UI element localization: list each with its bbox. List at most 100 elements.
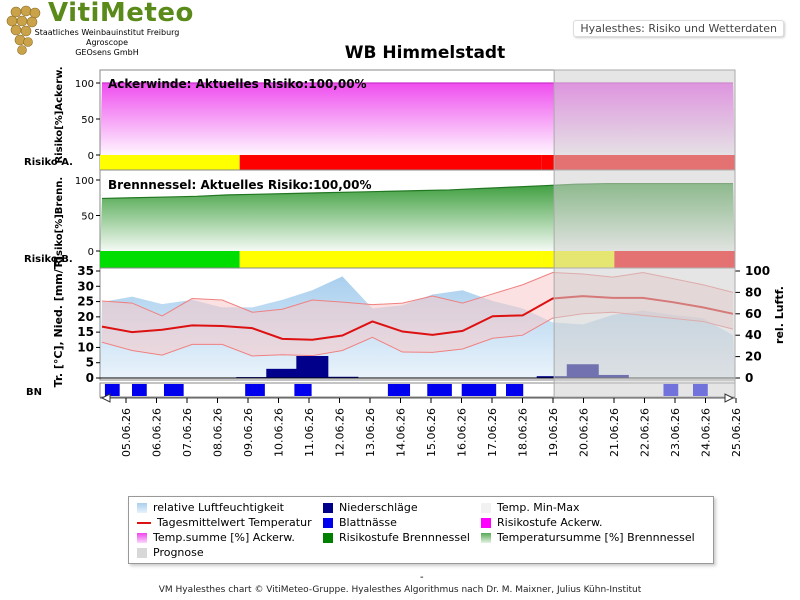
legend-swatch <box>323 502 333 513</box>
brennnessel-risk-segment <box>100 251 240 268</box>
ackerwinde-ytick-label: 50 <box>81 115 94 126</box>
legend-swatch <box>323 517 333 528</box>
legend-item: Prognose <box>137 546 204 559</box>
date-tick-label: 18.06.26 <box>517 408 530 457</box>
weather-left-ytick-label: 0 <box>86 371 94 385</box>
date-tick-label: 19.06.26 <box>547 408 560 457</box>
weather-right-ytick-label: 0 <box>745 371 753 385</box>
precip-bar <box>536 376 569 378</box>
legend-item: Temp. Min-Max <box>481 501 580 514</box>
forecast-overlay <box>553 69 736 399</box>
brennnessel-risk-label: Brennnessel: Aktuelles Risiko:100,00% <box>108 178 372 192</box>
date-tick-label: 14.06.26 <box>395 408 408 457</box>
weather-left-ytick-label: 15 <box>77 325 94 339</box>
legend-label: Tagesmittelwert Temperatur <box>157 516 312 529</box>
legend-swatch <box>323 532 333 543</box>
logo-title: VitiMeteo <box>48 0 194 28</box>
legend-label: Blattnässe <box>339 516 397 529</box>
legend-swatch <box>137 502 147 513</box>
legend-label: Niederschläge <box>339 501 418 514</box>
footer-dash: - <box>420 572 424 583</box>
brennnessel-ylabel: Risiko[%]Brenn. <box>54 177 65 267</box>
legend: relative Luftfeuchtigkeit Tagesmittelwert… <box>128 496 714 564</box>
leaf-wetness-label: BN <box>26 387 42 398</box>
brennnessel-ytick-label: 50 <box>81 212 94 223</box>
ackerwinde-ytick-label: 100 <box>75 79 94 90</box>
date-tick-label: 11.06.26 <box>303 408 316 457</box>
precip-bar <box>296 355 329 378</box>
date-tick-label: 17.06.26 <box>486 408 499 457</box>
legend-label: Temperatursumme [%] Brennnessel <box>497 531 695 544</box>
date-tick-label: 22.06.26 <box>639 408 652 457</box>
ackerwinde-risk-segment <box>239 155 542 170</box>
weather-left-ytick-label: 10 <box>77 340 94 354</box>
brennnessel-ytick-label: 100 <box>75 176 94 187</box>
date-tick-label: 20.06.26 <box>578 408 591 457</box>
legend-label: Prognose <box>153 546 204 559</box>
leaf-wetness-mark <box>163 384 184 396</box>
brennnessel-ytick-label: 0 <box>88 247 94 258</box>
legend-item: Niederschläge <box>323 501 418 514</box>
date-tick-label: 24.06.26 <box>700 408 713 457</box>
scroll-right-icon <box>724 393 735 403</box>
leaf-wetness-mark <box>461 384 497 396</box>
weather-left-ylabel: Tr. [°C], Nied. [mm/T] <box>52 257 65 388</box>
brennnessel-risk-row-label: Risiko B. <box>24 254 73 265</box>
weather-left-ytick-label: 5 <box>86 356 94 370</box>
date-tick-label: 10.06.26 <box>273 408 286 457</box>
weather-left-ytick-label: 20 <box>77 310 94 324</box>
legend-item: Risikostufe Brennnessel <box>323 531 470 544</box>
footer-credit: VM Hyalesthes chart © VitiMeteo-Gruppe. … <box>158 585 642 595</box>
logo-line-1: Staatliches Weinbauinstitut Freiburg <box>34 28 180 37</box>
weather-left-ytick-label: 25 <box>77 295 94 309</box>
leaf-wetness-mark <box>294 384 312 396</box>
precip-bar <box>266 368 299 378</box>
weather-right-ytick-label: 60 <box>745 307 762 321</box>
weather-right-ytick-label: 40 <box>745 328 762 342</box>
ackerwinde-risk-row-label: Risiko A. <box>24 157 73 168</box>
legend-label: Temp.summe [%] Ackerw. <box>153 531 295 544</box>
ackerwinde-risk-segment <box>100 155 240 170</box>
precip-bar <box>326 376 359 378</box>
legend-item: relative Luftfeuchtigkeit <box>137 501 284 514</box>
weather-right-ytick-label: 20 <box>745 350 762 364</box>
legend-swatch <box>137 521 151 524</box>
legend-label: relative Luftfeuchtigkeit <box>153 501 284 514</box>
weather-right-ytick-label: 80 <box>745 285 762 299</box>
legend-swatch <box>481 517 491 528</box>
date-tick-label: 06.06.26 <box>151 408 164 457</box>
weather-right-ytick-label: 100 <box>745 264 770 278</box>
date-tick-label: 23.06.26 <box>669 408 682 457</box>
ackerwinde-risk-label: Ackerwinde: Aktuelles Risiko:100,00% <box>108 77 367 91</box>
date-tick-label: 15.06.26 <box>425 408 438 457</box>
ackerwinde-ytick-label: 0 <box>88 151 94 162</box>
scroll-left-icon <box>100 393 111 403</box>
legend-item: Temperatursumme [%] Brennnessel <box>481 531 695 544</box>
weather-right-ylabel: rel. Luftf. <box>773 286 786 344</box>
legend-item: Temp.summe [%] Ackerw. <box>137 531 295 544</box>
legend-label: Risikostufe Ackerw. <box>497 516 603 529</box>
leaf-wetness-mark <box>387 384 411 396</box>
date-tick-label: 12.06.26 <box>334 408 347 457</box>
date-tick-label: 25.06.26 <box>730 408 743 457</box>
date-tick-label: 05.06.26 <box>120 408 133 457</box>
date-tick-label: 07.06.26 <box>181 408 194 457</box>
weather-left-ytick-label: 35 <box>77 264 94 278</box>
legend-swatch <box>481 502 491 513</box>
date-tick-label: 08.06.26 <box>212 408 225 457</box>
legend-swatch <box>137 547 147 558</box>
legend-item: Risikostufe Ackerw. <box>481 516 602 529</box>
date-tick-label: 16.06.26 <box>456 408 469 457</box>
leaf-wetness-mark <box>506 384 524 396</box>
weather-left-ytick-label: 30 <box>77 279 94 293</box>
legend-item: Blattnässe <box>323 516 397 529</box>
logo-line-2: Agroscope <box>85 38 129 47</box>
leaf-wetness-mark <box>245 384 265 396</box>
chart-title: WB Himmelstadt <box>344 43 506 63</box>
ackerwinde-ylabel: Risiko[%]Ackerw. <box>54 66 65 163</box>
leaf-wetness-mark <box>131 384 147 396</box>
date-tick-label: 09.06.26 <box>242 408 255 457</box>
logo-line-3: GEOsens GmbH <box>75 48 139 57</box>
